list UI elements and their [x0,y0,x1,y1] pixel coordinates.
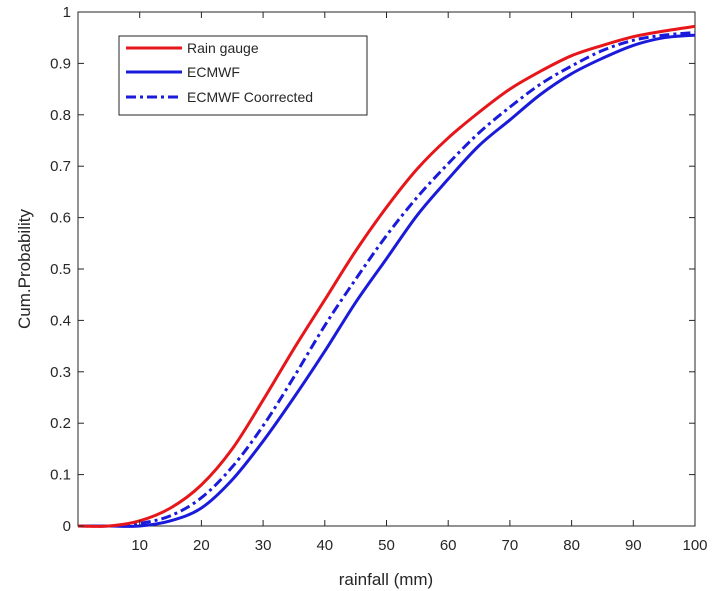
y-tick-label: 0.3 [50,364,71,381]
series-line-ecmwf [78,33,696,528]
axes-layer: 10 20 30 40 50 60 70 80 90 100 0 0.1 0.2 0.3 0.4 0.5 0.6… [50,4,707,554]
x-tick-label: 10 [131,537,148,554]
x-tick-label: 20 [193,537,210,554]
y-tick-label: 0.5 [50,261,71,278]
legend-label-ecmwf-corrected: ECMWF Coorrected [187,89,313,105]
x-tick-label: 50 [378,537,395,554]
x-tick-label: 60 [440,537,457,554]
y-tick-label: 0.9 [50,55,71,72]
x-tick-label: 80 [563,537,580,554]
x-tick-label: 40 [316,537,333,554]
y-tick-label: 0.7 [50,158,71,175]
series-line-ecmwf-coorrected [77,31,696,528]
x-tick-label: 30 [255,537,272,554]
x-axis-label: rainfall (mm) [339,570,433,589]
y-tick-label: 0.6 [50,210,71,227]
legend-label-ecmwf: ECMWF [187,64,240,80]
y-tick-label: 0.4 [50,312,71,329]
y-axis-label: Cum.Probability [15,209,34,329]
x-tick-label: 90 [625,537,642,554]
y-tick-label: 0.1 [50,467,71,484]
series-line-rain-gauge [77,24,696,528]
y-tick-label: 1 [63,4,71,21]
x-tick-label: 70 [502,537,519,554]
legend-label-rain-gauge: Rain gauge [187,40,259,56]
curves-layer [77,24,696,528]
y-tick-label: 0.2 [50,415,71,432]
y-tick-label: 0 [63,518,71,535]
legend: Rain gauge ECMWF ECMWF Coorrected [118,35,368,116]
y-tick-label: 0.8 [50,107,71,124]
x-tick-label: 100 [682,537,707,554]
